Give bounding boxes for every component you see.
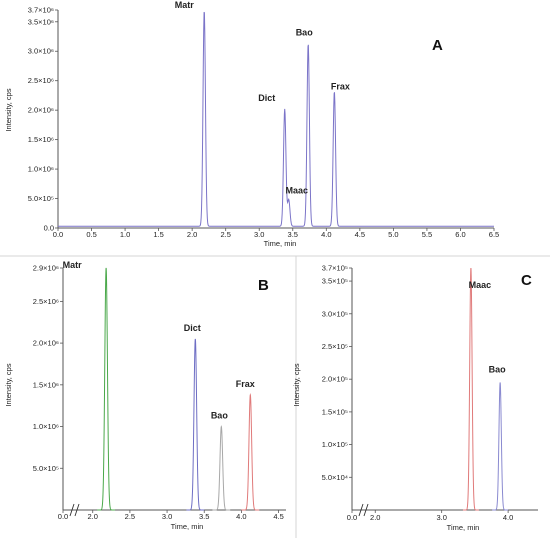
- y-tick-label: 2.5×10⁶: [28, 76, 54, 85]
- peak-label-matr: Matr: [175, 0, 194, 10]
- x-tick-label: 2.0: [88, 512, 98, 521]
- x-tick-label: 0.0: [347, 513, 357, 522]
- x-tick-label: 4.0: [503, 513, 513, 522]
- peak-label-bao: Bao: [296, 28, 314, 38]
- ticks-a: 0.0 0.5 1.0 1.5 2.0 2.5 3.0 3.5 4.0 4.5 5.0 5.5 6.0 6…: [28, 6, 499, 240]
- y-tick-label: 2.0×10⁶: [28, 106, 54, 115]
- panel-label-c: C: [521, 272, 532, 289]
- y-tick-label: 5.0×10⁵: [28, 194, 54, 203]
- x-tick-label: 1.5: [153, 230, 163, 239]
- y-tick-label: 3.7×10⁵: [322, 264, 348, 273]
- peak-label-matr: Matr: [63, 260, 82, 270]
- axis-break-mark: [358, 503, 364, 517]
- panel-label-b: B: [258, 277, 269, 294]
- peak-labels-b: Matr Dict Bao Frax: [63, 260, 255, 421]
- peak-label-maac: Maac: [469, 280, 492, 290]
- axis-break-mark: [69, 503, 75, 517]
- peak-label-bao: Bao: [211, 411, 229, 421]
- peak-label-dict: Dict: [258, 93, 275, 103]
- y-tick-label: 3.5×10⁶: [28, 17, 54, 26]
- x-tick-label: 0.5: [86, 230, 96, 239]
- peak-trace-maac: [462, 267, 479, 511]
- x-tick-label: 4.5: [355, 230, 365, 239]
- y-tick-label: 2.0×10⁵: [322, 375, 348, 384]
- peak-labels-a: Matr Dict Maac Bao Frax: [175, 0, 350, 196]
- panel-c: C Intensity, cps Time, min 0.0 2.0 3.0 4.0 5…: [292, 264, 538, 532]
- y-tick-label: 5.0×10⁵: [33, 464, 59, 473]
- y-tick-label: 5.0×10⁴: [322, 473, 348, 482]
- y-tick-label: 2.5×10⁵: [322, 342, 348, 351]
- x-tick-label: 5.0: [388, 230, 398, 239]
- y-tick-label: 3.5×10⁵: [322, 277, 348, 286]
- y-tick-label: 1.0×10⁶: [33, 422, 59, 431]
- y-tick-label: 3.7×10⁶: [28, 6, 54, 15]
- x-tick-label: 3.0: [162, 512, 172, 521]
- x-tick-label: 2.0: [187, 230, 197, 239]
- panel-b: B Intensity, cps Time, min 0.0 2.0 2.5 3.0 3…: [4, 260, 286, 531]
- panel-label-a: A: [432, 37, 443, 54]
- y-tick-label: 2.5×10⁶: [33, 297, 59, 306]
- y-tick-label: 1.5×10⁶: [28, 135, 54, 144]
- x-tick-label: 4.0: [321, 230, 331, 239]
- chromatogram-trace: [58, 11, 494, 227]
- y-tick-label: 1.0×10⁶: [28, 165, 54, 174]
- x-tick-label: 4.5: [273, 512, 283, 521]
- xlabel-a: Time, min: [264, 239, 297, 248]
- x-tick-label: 2.5: [220, 230, 230, 239]
- peak-trace-matr: [97, 267, 116, 511]
- y-tick-label: 1.5×10⁵: [322, 407, 348, 416]
- panel-a: A Intensity, cps Time, min 0.0 0.5 1.0 1.5 2…: [4, 0, 499, 248]
- x-tick-label: 5.5: [422, 230, 432, 239]
- y-tick-label: 3.0×10⁶: [28, 47, 54, 56]
- peak-trace-frax: [241, 392, 260, 511]
- y-tick-label: 1.0×10⁵: [322, 440, 348, 449]
- x-tick-label: 2.5: [125, 512, 135, 521]
- peak-label-dict: Dict: [184, 323, 201, 333]
- peak-label-frax: Frax: [236, 379, 255, 389]
- x-tick-label: 3.0: [436, 513, 446, 522]
- y-tick-label: 0.0: [44, 224, 54, 233]
- y-tick-label: 2.9×10⁶: [33, 264, 59, 273]
- x-tick-label: 1.0: [120, 230, 130, 239]
- y-tick-label: 3.0×10⁵: [322, 309, 348, 318]
- axes-a: [57, 10, 494, 229]
- ticks-b: 0.0 2.0 2.5 3.0 3.5 4.0 4.5 5.0×10⁵ 1.0×10⁶ 1.5×1…: [33, 264, 284, 522]
- x-tick-label: 6.5: [489, 230, 499, 239]
- ticks-c: 0.0 2.0 3.0 4.0 5.0×10⁴ 1.0×10⁵ 1.5×10⁵ 2.0×10⁵…: [322, 264, 514, 523]
- peak-trace-dict: [186, 338, 205, 511]
- x-tick-label: 3.5: [288, 230, 298, 239]
- ylabel-c: Intensity, cps: [292, 363, 301, 406]
- trace-a: [58, 11, 494, 227]
- axis-break-mark: [363, 503, 369, 517]
- x-tick-label: 6.0: [455, 230, 465, 239]
- x-tick-label: 2.0: [370, 513, 380, 522]
- y-tick-label: 2.0×10⁶: [33, 339, 59, 348]
- trace-c: [462, 267, 509, 511]
- xlabel-b: Time, min: [171, 522, 204, 531]
- peak-label-maac: Maac: [285, 186, 308, 196]
- axis-break-mark: [74, 503, 80, 517]
- x-tick-label: 3.5: [199, 512, 209, 521]
- y-tick-label: 1.5×10⁶: [33, 380, 59, 389]
- axes-c: [351, 268, 538, 517]
- peak-label-frax: Frax: [331, 81, 350, 91]
- ylabel-b: Intensity, cps: [4, 363, 13, 406]
- trace-b: [97, 267, 260, 511]
- x-tick-label: 3.0: [254, 230, 264, 239]
- peak-trace-bao: [492, 382, 509, 511]
- peak-trace-bao: [212, 425, 231, 511]
- x-tick-label: 0.0: [58, 512, 68, 521]
- x-tick-label: 0.0: [53, 230, 63, 239]
- peak-label-bao: Bao: [489, 364, 507, 374]
- xlabel-c: Time, min: [447, 523, 480, 532]
- x-tick-label: 4.0: [236, 512, 246, 521]
- peak-labels-c: Maac Bao: [469, 280, 506, 374]
- ylabel-a: Intensity, cps: [4, 88, 13, 131]
